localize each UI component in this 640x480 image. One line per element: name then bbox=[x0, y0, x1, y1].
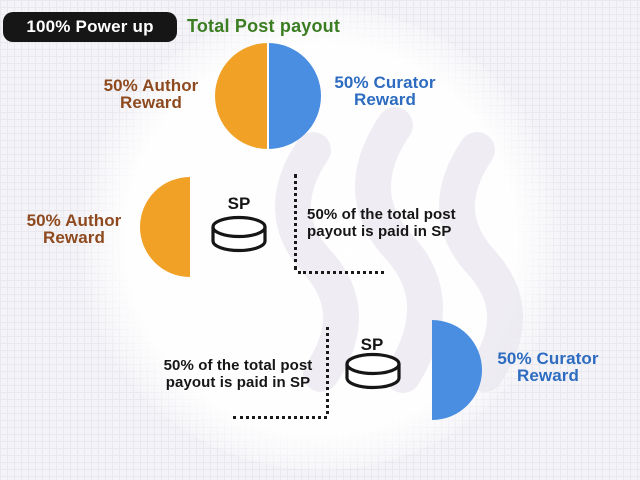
pie-curator-label: 50% Curator Reward bbox=[322, 74, 448, 108]
author-sp-coin-label: SP bbox=[227, 194, 251, 213]
power-up-badge: 100% Power up bbox=[3, 12, 177, 42]
curator-flow-note-line2: payout is paid in SP bbox=[165, 374, 311, 391]
curator-flow-note-line1: 50% of the total post bbox=[163, 357, 313, 374]
pie-author-label: 50% Author Reward bbox=[88, 77, 214, 111]
author-flow-note-line1: 50% of the total post bbox=[307, 206, 456, 223]
page-title: Total Post payout bbox=[187, 16, 341, 36]
curator-flow-label-line2: Reward bbox=[516, 366, 579, 385]
pie-author-label-line1: 50% Author bbox=[103, 76, 199, 95]
author-flow-note-line2: payout is paid in SP bbox=[307, 223, 452, 240]
curator-callout-line-vertical bbox=[326, 327, 329, 414]
author-flow-note: 50% of the total post payout is paid in … bbox=[307, 206, 487, 240]
curator-flow-label: 50% Curator Reward bbox=[478, 350, 618, 384]
author-callout-line-vertical bbox=[294, 174, 297, 270]
author-flow-label: 50% Author Reward bbox=[10, 212, 138, 246]
curator-sp-coin-icon bbox=[345, 352, 401, 390]
author-flow-label-line2: Reward bbox=[42, 228, 105, 247]
curator-flow-note: 50% of the total post payout is paid in … bbox=[148, 357, 328, 391]
curator-flow-label-line1: 50% Curator bbox=[497, 349, 599, 368]
author-flow-label-line1: 50% Author bbox=[26, 211, 122, 230]
author-sp-coin-icon bbox=[211, 215, 267, 253]
author-callout-line-horizontal bbox=[298, 271, 384, 274]
pie-curator-label-line1: 50% Curator bbox=[334, 73, 436, 92]
curator-callout-line-horizontal bbox=[233, 416, 327, 419]
pie-curator-label-line2: Reward bbox=[353, 90, 416, 109]
pie-author-label-line2: Reward bbox=[119, 93, 182, 112]
payout-pie-chart bbox=[215, 43, 321, 149]
curator-sp-coin-label: SP bbox=[360, 335, 384, 354]
